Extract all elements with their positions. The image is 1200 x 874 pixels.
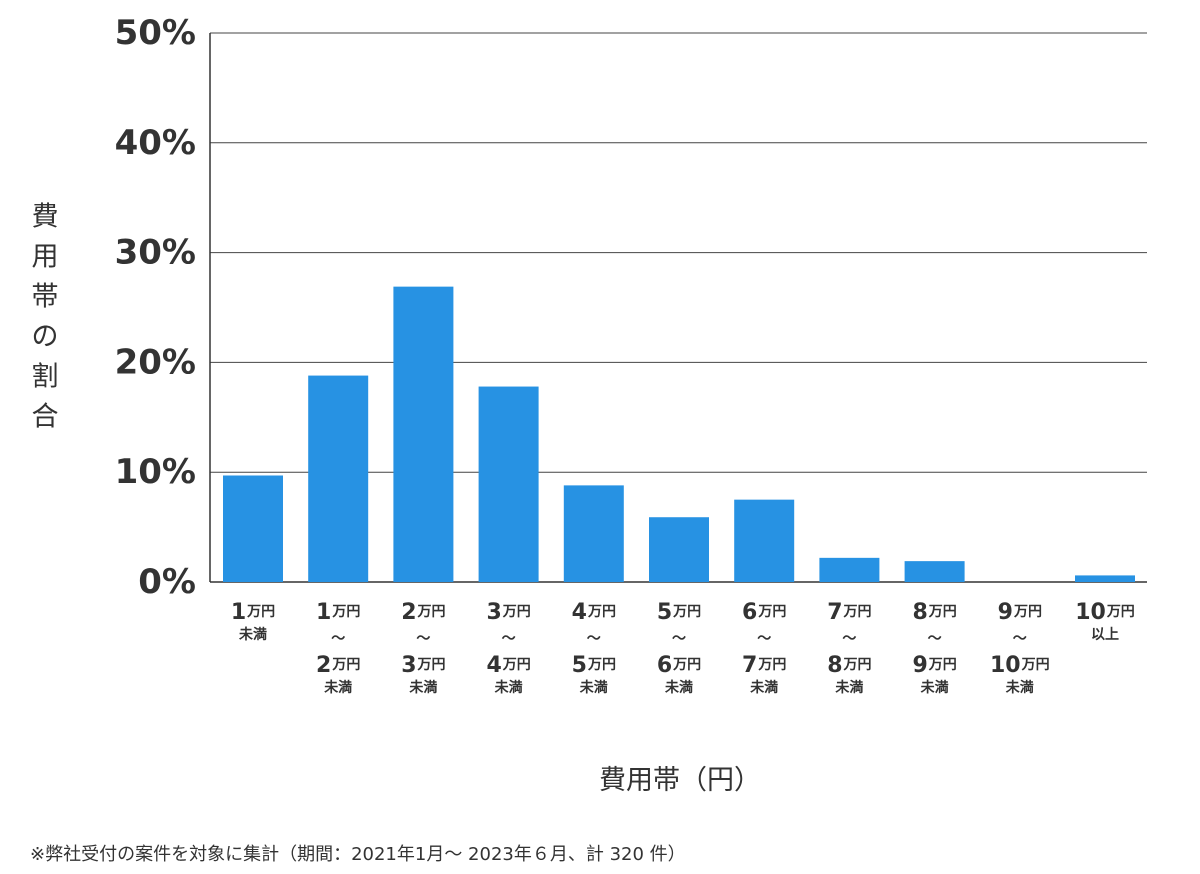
bar xyxy=(393,286,454,582)
bar xyxy=(734,499,795,582)
x-axis-label: 費用帯（円） xyxy=(599,765,761,796)
bar xyxy=(819,557,880,582)
x-tick-amount: 8万円 xyxy=(912,600,956,625)
y-tick-label: 30% xyxy=(115,233,196,273)
x-tick-amount: 8万円 xyxy=(827,653,871,678)
x-tick-amount: 5万円 xyxy=(657,600,701,625)
x-tick-suffix: 未満 xyxy=(580,679,608,696)
x-tick-tilde: 〜 xyxy=(928,631,942,647)
y-tick-label: 0% xyxy=(138,562,196,602)
x-tick-suffix: 未満 xyxy=(239,626,267,643)
y-axis-label-char: 用 xyxy=(32,242,59,273)
x-tick-tilde: 〜 xyxy=(757,631,771,647)
x-tick-amount: 3万円 xyxy=(486,600,530,625)
x-tick-amount: 9万円 xyxy=(998,600,1042,625)
y-tick-label: 40% xyxy=(115,123,196,163)
footnote: ※弊社受付の案件を対象に集計（期間：2021年1月～ 2023年６月、計 320… xyxy=(30,844,686,865)
x-tick-amount: 4万円 xyxy=(486,653,530,678)
bar xyxy=(223,475,283,582)
x-tick-amount: 5万円 xyxy=(572,653,616,678)
x-tick-amount: 3万円 xyxy=(401,653,445,678)
x-tick-tilde: 〜 xyxy=(416,631,430,647)
x-tick-amount: 6万円 xyxy=(657,653,701,678)
bar xyxy=(1075,575,1135,582)
y-tick-label: 20% xyxy=(115,342,196,382)
x-tick-suffix: 未満 xyxy=(835,679,863,696)
bar xyxy=(308,375,369,582)
x-tick-suffix: 未満 xyxy=(750,679,778,696)
y-tick-labels: 0% 10% 20% 30% 40% 50% xyxy=(115,13,196,602)
y-tick-label: 50% xyxy=(115,13,196,53)
x-tick-tilde: 〜 xyxy=(587,631,601,647)
bar xyxy=(649,517,709,582)
x-tick-amount: 2万円 xyxy=(316,653,360,678)
y-axis-label-char: 割 xyxy=(32,362,59,393)
x-tick-tilde: 〜 xyxy=(331,631,345,647)
x-tick-labels: 1万円未満1万円〜2万円未満2万円〜3万円未満3万円〜4万円未満4万円〜5万円未… xyxy=(231,600,1135,697)
x-tick-suffix: 未満 xyxy=(409,679,437,696)
x-tick-tilde: 〜 xyxy=(672,631,686,647)
x-tick-amount: 6万円 xyxy=(742,600,786,625)
y-axis-label-char: 合 xyxy=(32,402,59,433)
bars xyxy=(223,286,1135,582)
bar xyxy=(904,561,965,582)
y-tick-label: 10% xyxy=(115,452,196,492)
x-tick-suffix: 未満 xyxy=(921,679,949,696)
x-tick-amount: 4万円 xyxy=(572,600,616,625)
x-tick-suffix: 未満 xyxy=(324,679,352,696)
x-tick-suffix: 未満 xyxy=(665,679,693,696)
x-tick-amount: 1万円 xyxy=(316,600,360,625)
x-tick-amount: 1万円 xyxy=(231,600,275,625)
x-tick-amount: 2万円 xyxy=(401,600,445,625)
x-tick-suffix: 未満 xyxy=(1006,679,1034,696)
bar xyxy=(478,386,539,582)
x-tick-amount: 10万円 xyxy=(990,653,1050,678)
x-tick-tilde: 〜 xyxy=(502,631,516,647)
x-tick-tilde: 〜 xyxy=(842,631,856,647)
x-tick-suffix: 以上 xyxy=(1091,627,1119,643)
x-tick-amount: 7万円 xyxy=(742,653,786,678)
x-tick-suffix: 未満 xyxy=(495,679,523,696)
x-tick-amount: 7万円 xyxy=(827,600,871,625)
y-axis-label-char: 帯 xyxy=(32,282,59,313)
x-tick-amount: 9万円 xyxy=(912,653,956,678)
x-tick-amount: 10万円 xyxy=(1075,600,1135,625)
y-axis-label-char: 費 xyxy=(32,202,59,233)
y-axis-label-char: の xyxy=(32,322,59,353)
x-tick-tilde: 〜 xyxy=(1013,631,1027,647)
bar xyxy=(563,485,624,582)
